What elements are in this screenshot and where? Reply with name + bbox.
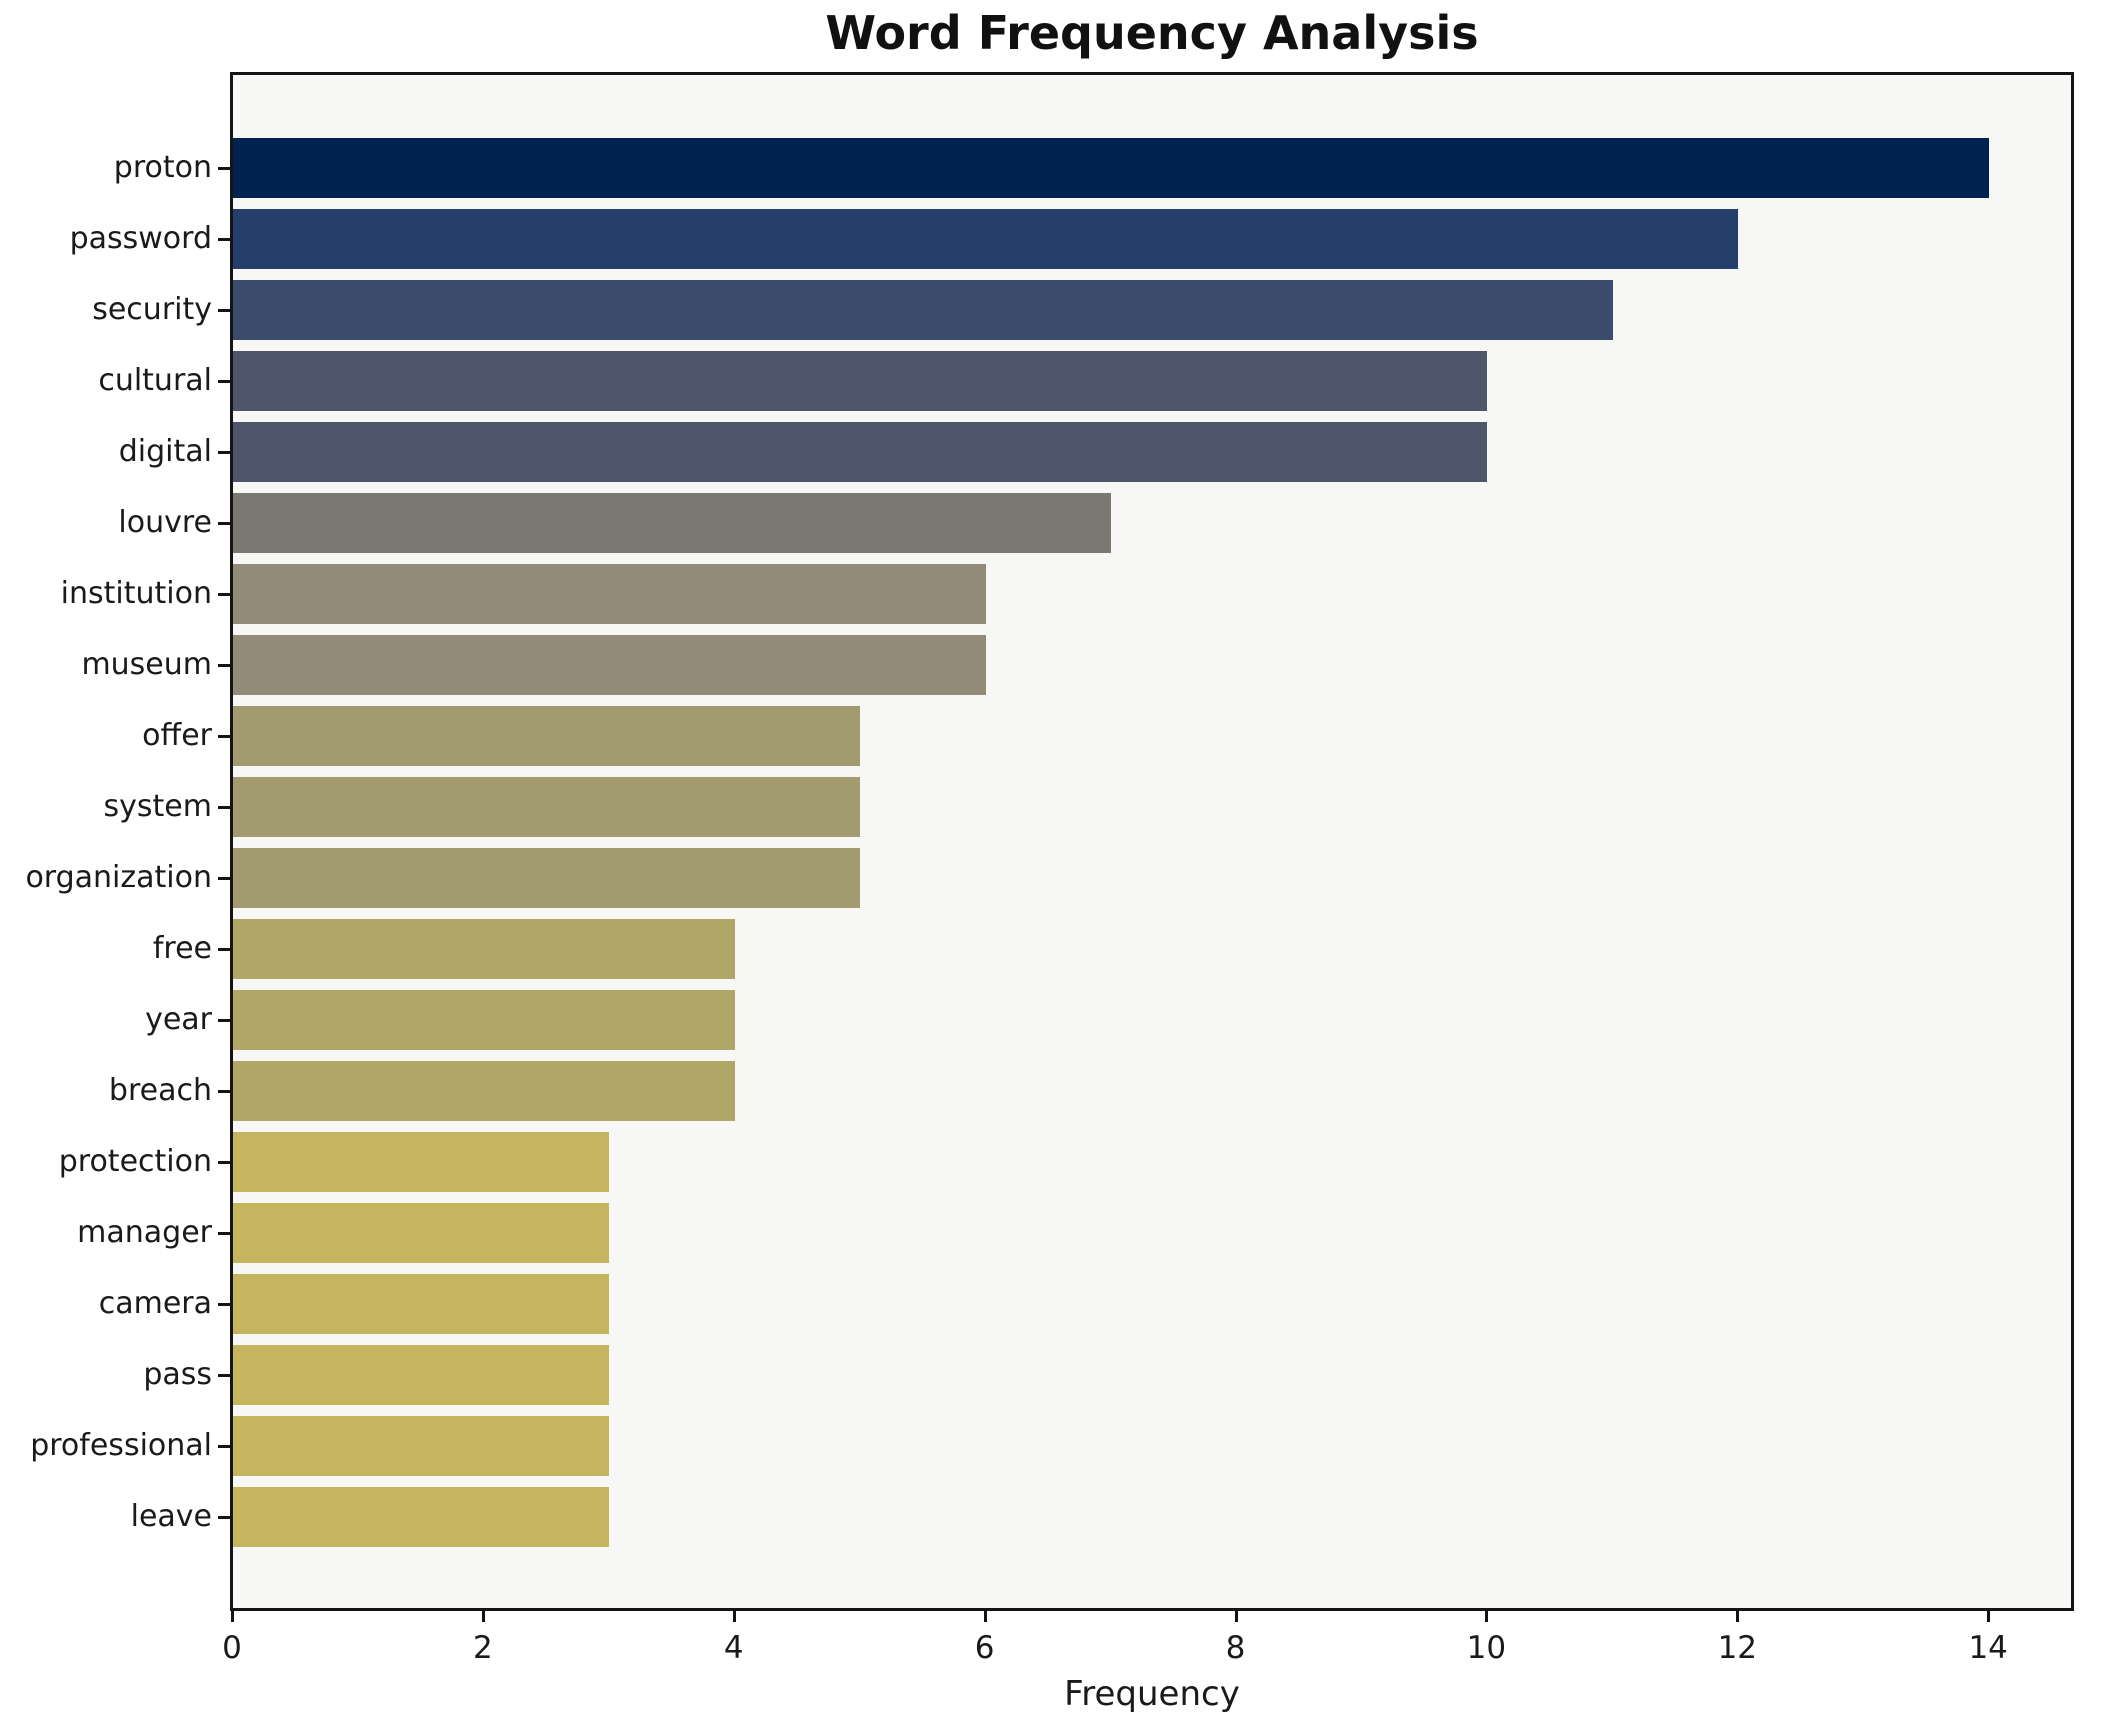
x-tick-label-8: 8: [1225, 1630, 1246, 1666]
y-label-system: system: [103, 789, 212, 824]
y-label-breach: breach: [108, 1073, 212, 1108]
x-tick-label-14: 14: [1968, 1630, 2008, 1666]
bar-leave: [233, 1487, 609, 1547]
bar-pass: [233, 1345, 609, 1405]
bar-protection: [233, 1132, 609, 1192]
y-label-pass: pass: [143, 1357, 212, 1392]
y-tick: [218, 1090, 230, 1093]
y-tick: [218, 451, 230, 454]
x-tick: [732, 1611, 736, 1622]
y-tick: [218, 735, 230, 738]
y-label-year: year: [145, 1002, 212, 1037]
y-tick: [218, 1374, 230, 1377]
bar-digital: [233, 422, 1487, 482]
y-label-institution: institution: [60, 576, 212, 611]
y-label-protection: protection: [58, 1144, 212, 1179]
y-tick: [218, 664, 230, 667]
x-tick: [1485, 1611, 1489, 1622]
y-label-digital: digital: [118, 434, 212, 469]
x-tick-label-4: 4: [723, 1630, 744, 1666]
bar-security: [233, 280, 1613, 340]
x-tick: [231, 1611, 234, 1622]
x-tick-label-12: 12: [1717, 1630, 1758, 1666]
y-tick: [218, 1019, 230, 1022]
chart-title: Word Frequency Analysis: [825, 6, 1479, 60]
x-tick-label-10: 10: [1466, 1630, 1507, 1666]
bar-camera: [233, 1274, 609, 1334]
y-tick: [218, 1232, 230, 1235]
y-tick: [218, 167, 230, 170]
y-tick: [218, 380, 230, 383]
bar-louvre: [233, 493, 1111, 553]
x-tick-label-6: 6: [974, 1630, 995, 1666]
y-tick: [218, 1445, 230, 1448]
y-label-museum: museum: [81, 647, 212, 682]
x-tick-label-2: 2: [473, 1630, 493, 1666]
y-label-offer: offer: [142, 718, 212, 753]
y-label-organization: organization: [25, 860, 212, 895]
y-label-manager: manager: [77, 1215, 212, 1250]
bar-password: [233, 209, 1738, 269]
bar-offer: [233, 706, 860, 766]
y-label-cultural: cultural: [98, 363, 212, 398]
x-tick: [1736, 1611, 1740, 1622]
x-tick: [1234, 1611, 1238, 1622]
y-tick: [218, 1516, 230, 1519]
y-label-free: free: [152, 931, 212, 966]
y-tick: [218, 948, 230, 951]
bar-breach: [233, 1061, 735, 1121]
bar-cultural: [233, 351, 1487, 411]
y-tick: [218, 593, 230, 596]
bar-professional: [233, 1416, 609, 1476]
y-tick: [218, 309, 230, 312]
bar-year: [233, 990, 735, 1050]
bar-proton: [233, 138, 1989, 198]
bar-institution: [233, 564, 986, 624]
bar-free: [233, 919, 735, 979]
y-label-proton: proton: [113, 150, 212, 185]
y-tick: [218, 806, 230, 809]
x-tick: [983, 1611, 987, 1622]
y-tick: [218, 877, 230, 880]
y-tick: [218, 1303, 230, 1306]
y-label-louvre: louvre: [118, 505, 212, 540]
y-tick: [218, 522, 230, 525]
x-tick: [481, 1611, 485, 1622]
y-tick: [218, 1161, 230, 1164]
y-label-leave: leave: [130, 1499, 212, 1534]
y-label-security: security: [92, 292, 212, 327]
bar-museum: [233, 635, 986, 695]
bar-system: [233, 777, 860, 837]
y-label-camera: camera: [98, 1286, 212, 1321]
y-label-password: password: [69, 221, 212, 256]
bar-organization: [233, 848, 860, 908]
x-tick-label-0: 0: [222, 1630, 242, 1666]
bar-manager: [233, 1203, 609, 1263]
x-axis-label: Frequency: [1064, 1674, 1240, 1714]
y-tick: [218, 238, 230, 241]
x-tick: [1987, 1611, 1991, 1622]
y-label-professional: professional: [30, 1428, 212, 1463]
